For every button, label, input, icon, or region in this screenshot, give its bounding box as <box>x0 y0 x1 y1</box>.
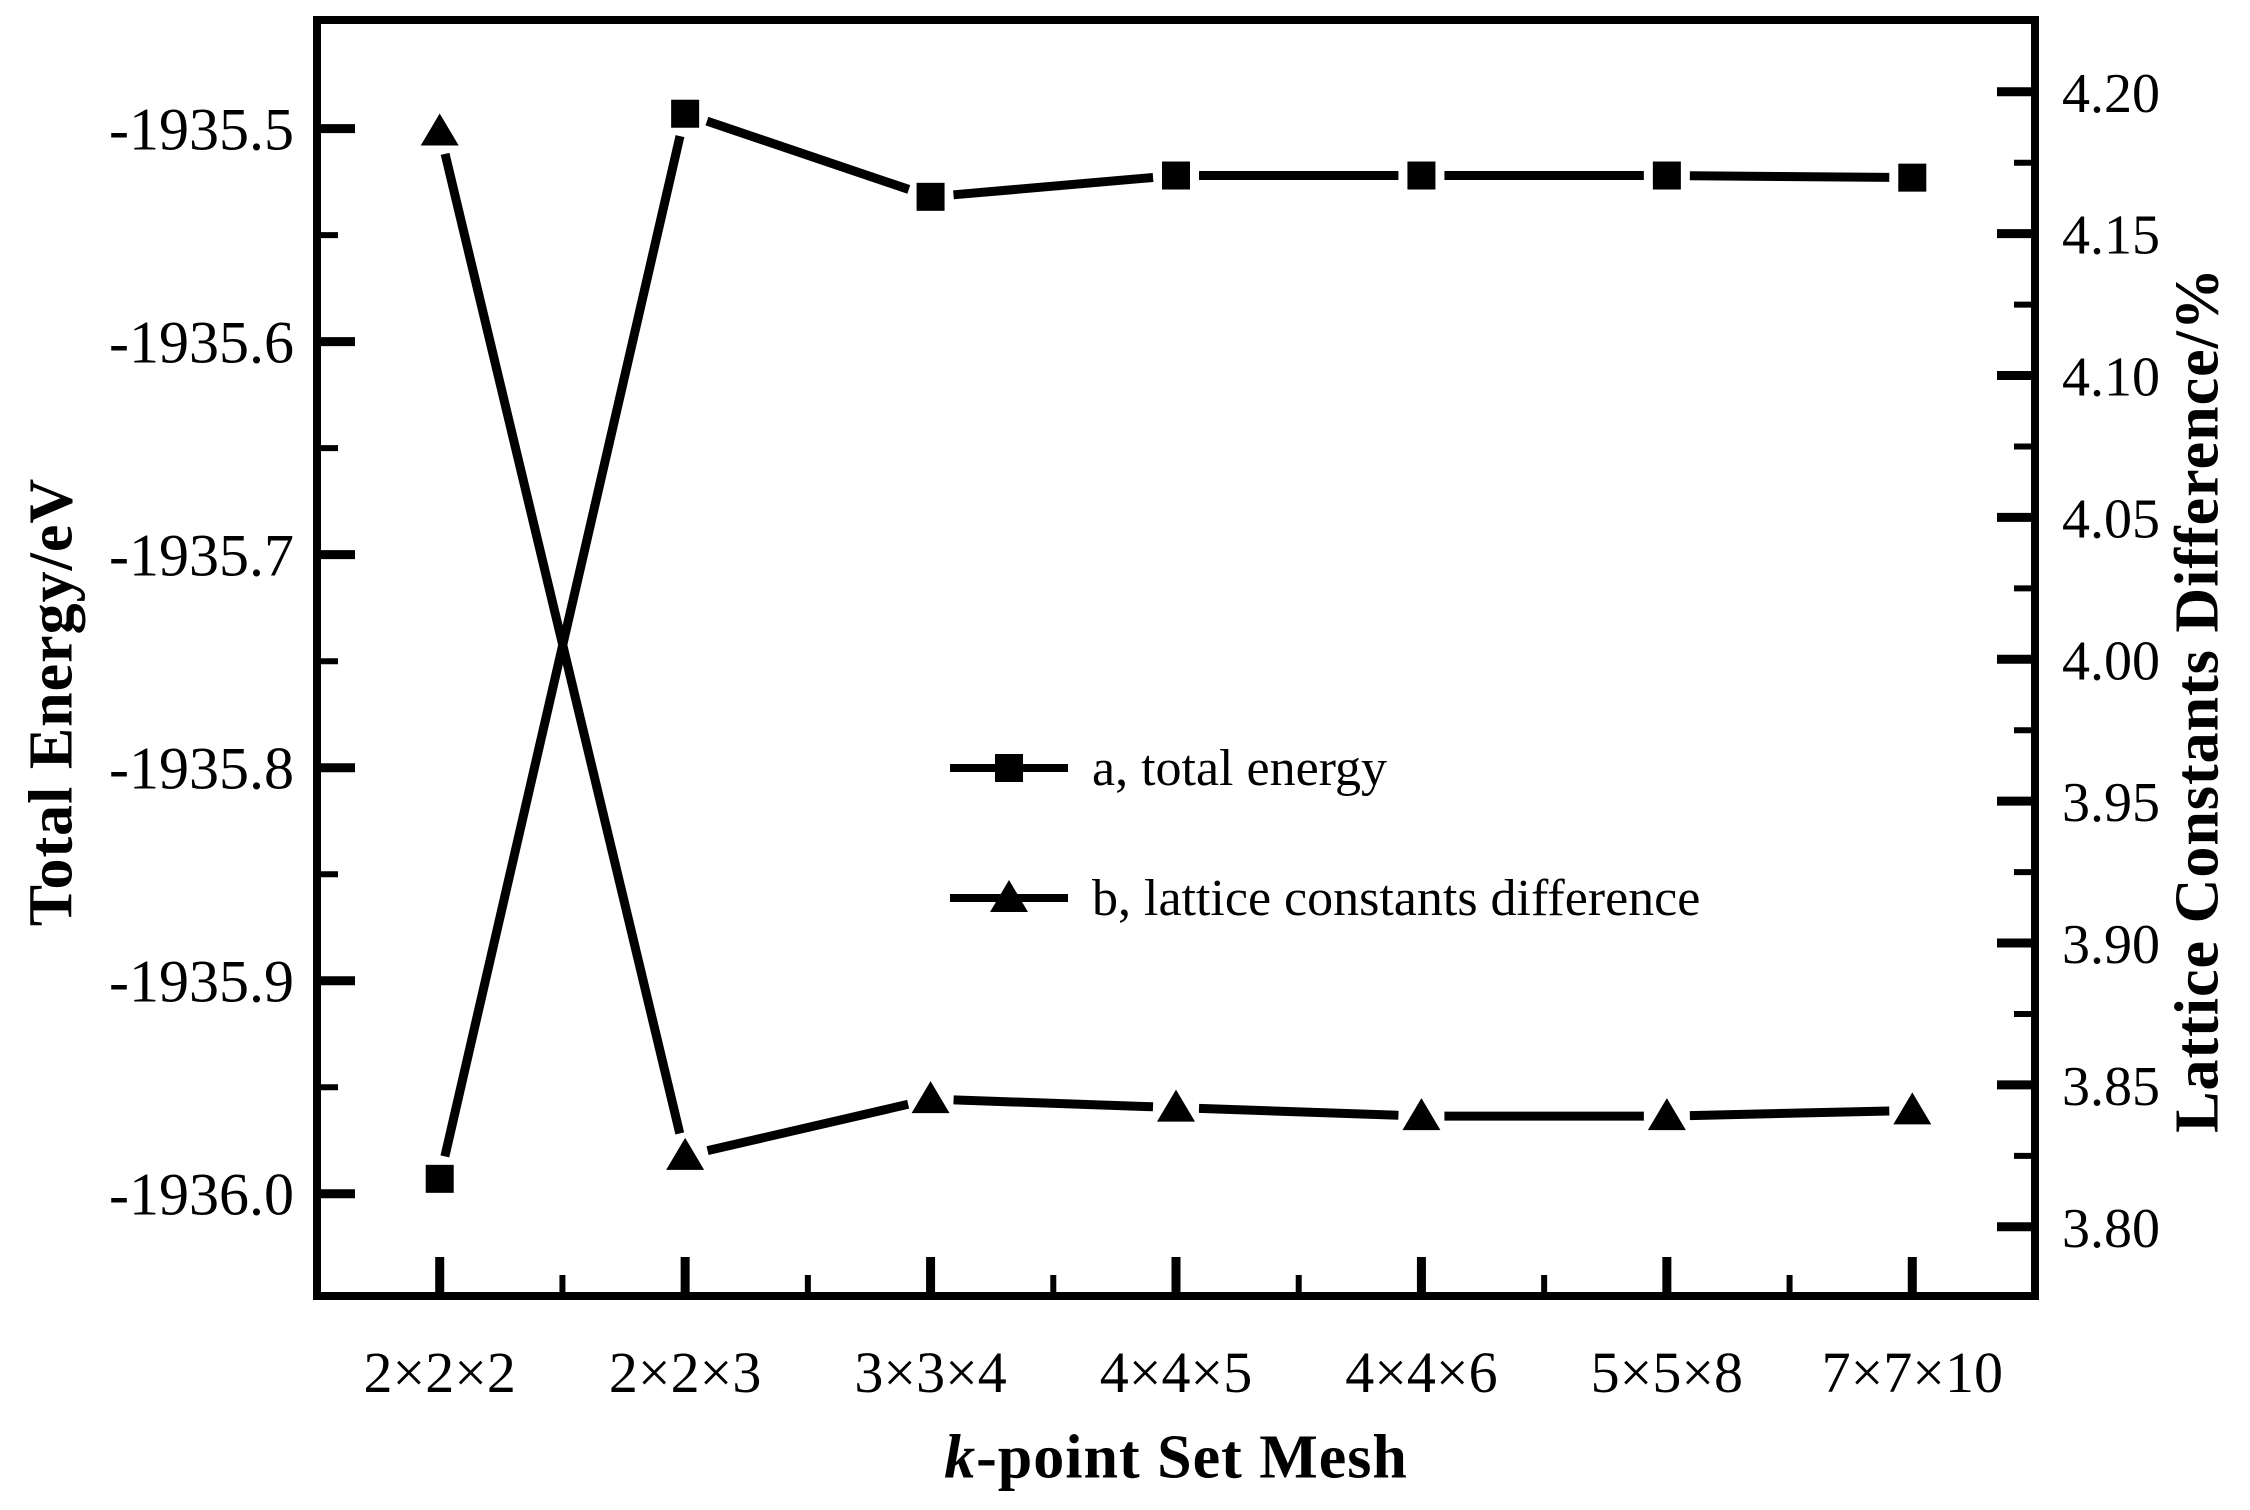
left-tick-label: -1935.5 <box>109 97 294 163</box>
legend-label-b: b, lattice constants difference <box>1092 869 1701 927</box>
series-b-triangle-marker <box>911 1081 950 1114</box>
legend-item-total-energy: a, total energy <box>950 722 1700 814</box>
series-a-line-segment <box>705 116 911 194</box>
series-b-line-segment <box>440 152 685 1135</box>
x-tick-label: 2×2×2 <box>364 1340 516 1405</box>
series-a-square-marker <box>1652 161 1681 190</box>
series-a-line-segment <box>953 173 1154 200</box>
legend-square-marker-icon <box>950 748 1068 788</box>
x-axis-title: k-point Set Mesh <box>944 1423 1408 1494</box>
series-a-square-marker <box>916 182 945 211</box>
x-axis-title-italic-k: k <box>944 1423 977 1492</box>
series-b-line-segment <box>1689 1106 1890 1121</box>
right-axis-title: Lattice Constants Difference/% <box>2163 267 2232 1133</box>
series-b-triangle-marker <box>1157 1089 1195 1122</box>
series-a-square-marker <box>1407 161 1436 190</box>
right-tick-label: 3.95 <box>2062 772 2160 834</box>
series-b-triangle-marker <box>1402 1098 1441 1131</box>
left-axis-title: Total Energy/eV <box>17 477 86 927</box>
legend-triangle-marker-icon <box>950 878 1068 918</box>
series-b-line-segment <box>953 1095 1154 1112</box>
series-b-triangle-marker <box>420 113 459 146</box>
series-b-line-segment <box>706 1099 910 1156</box>
left-tick-label: -1935.9 <box>109 949 294 1015</box>
series-a-line-segment <box>1689 171 1890 182</box>
right-tick-label: 4.00 <box>2062 630 2160 692</box>
series-a-square-marker <box>1898 163 1927 192</box>
series-b-triangle-marker <box>1893 1092 1932 1125</box>
x-tick-label: 7×7×10 <box>1822 1340 2003 1405</box>
legend-item-lattice-difference: b, lattice constants difference <box>950 852 1700 944</box>
series-a-square-marker <box>425 1164 454 1193</box>
x-tick-label: 5×5×8 <box>1591 1340 1743 1405</box>
right-tick-label: 4.10 <box>2062 347 2160 409</box>
series-a-square-marker <box>671 99 700 128</box>
series-a-square-marker <box>1162 161 1190 190</box>
legend-label-a: a, total energy <box>1092 739 1388 797</box>
left-tick-label: -1935.6 <box>109 310 294 376</box>
x-tick-label: 2×2×3 <box>609 1340 761 1405</box>
right-tick-label: 4.05 <box>2062 488 2160 550</box>
x-tick-label: 4×4×6 <box>1345 1340 1497 1405</box>
x-axis-title-rest: -point Set Mesh <box>976 1423 1408 1492</box>
left-tick-label: -1936.0 <box>109 1162 294 1228</box>
right-tick-label: 4.15 <box>2062 205 2160 267</box>
series-b-line-segment <box>1198 1103 1399 1120</box>
series-b-triangle-marker <box>666 1137 705 1170</box>
series-b-triangle-marker <box>1647 1098 1686 1131</box>
x-tick-label: 3×3×4 <box>854 1340 1006 1405</box>
right-tick-label: 3.85 <box>2062 1056 2160 1118</box>
left-tick-label: -1935.7 <box>109 523 294 589</box>
left-tick-label: -1935.8 <box>109 736 294 802</box>
right-tick-label: 3.90 <box>2062 914 2160 976</box>
right-tick-label: 3.80 <box>2062 1198 2160 1260</box>
legend: a, total energy b, lattice constants dif… <box>950 722 1700 944</box>
plot-frame <box>313 16 2039 1300</box>
right-tick-label: 4.20 <box>2062 63 2160 125</box>
x-tick-label: 4×4×5 <box>1100 1340 1252 1405</box>
